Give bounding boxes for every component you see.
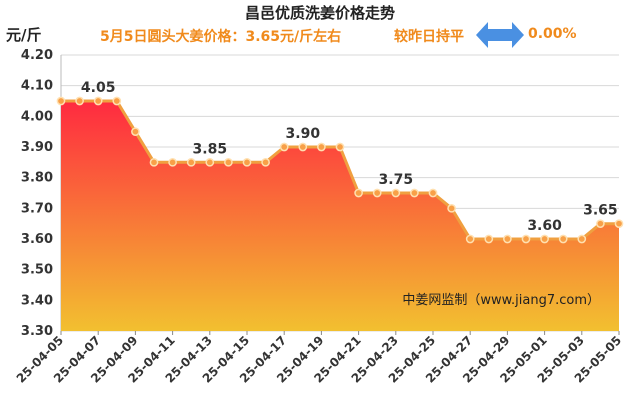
data-labels: 4.05 3.85 3.90 3.75 3.60 3.65 [81, 80, 618, 234]
data-point [205, 157, 215, 167]
y-ticks: 3.30 3.40 3.50 3.60 3.70 3.80 3.90 4.00 4.10 4.20 [21, 48, 53, 339]
y-tick-label: 3.90 [21, 140, 53, 155]
y-tick-label: 4.10 [21, 79, 53, 94]
data-point [242, 157, 252, 167]
y-tick-label: 3.30 [21, 324, 53, 339]
data-points [56, 96, 624, 244]
data-point [410, 188, 419, 198]
data-point [224, 157, 233, 167]
data-label: 3.90 [286, 126, 321, 142]
data-point [112, 96, 122, 106]
data-point [503, 234, 512, 244]
compare-label: 较昨日持平 [394, 29, 464, 45]
y-tick-label: 3.70 [21, 201, 53, 216]
data-label: 3.85 [193, 141, 228, 157]
data-point [558, 234, 568, 244]
data-point [317, 142, 326, 152]
data-point [131, 127, 140, 137]
y-tick-label: 3.60 [21, 232, 53, 247]
data-point [596, 219, 605, 229]
y-tick-label: 3.40 [21, 293, 53, 308]
data-point [149, 157, 159, 167]
price-note: 5月5日圆头大姜价格：3.65元/斤左右 [100, 29, 342, 45]
price-area [61, 101, 619, 331]
y-axis-unit: 元/斤 [6, 26, 42, 44]
data-point [168, 157, 177, 167]
data-label: 4.05 [81, 80, 116, 96]
data-point [298, 142, 308, 152]
data-point [428, 188, 438, 198]
data-point [56, 96, 66, 106]
data-point [540, 234, 549, 244]
data-point [335, 142, 345, 152]
chart-title: 昌邑优质洗姜价格走势 [244, 4, 395, 22]
data-label: 3.60 [527, 218, 562, 234]
data-point [279, 142, 289, 152]
data-point [577, 234, 587, 244]
data-point [75, 96, 84, 106]
data-point [372, 188, 382, 198]
data-label: 3.65 [583, 203, 618, 219]
data-point [484, 234, 494, 244]
x-ticks: 25-04-0525-04-0725-04-0925-04-1125-04-13… [14, 331, 624, 386]
y-tick-label: 3.50 [21, 263, 53, 278]
compare-percent: 0.00% [528, 26, 577, 42]
data-point [447, 203, 456, 213]
watermark: 中姜网监制（www.jiang7.com） [402, 293, 600, 308]
data-point [521, 234, 531, 244]
data-point [391, 188, 401, 198]
data-point [261, 157, 270, 167]
y-tick-label: 4.20 [21, 48, 53, 63]
data-point [354, 188, 363, 198]
data-point [93, 96, 103, 106]
y-tick-label: 4.00 [21, 109, 53, 124]
data-label: 3.75 [379, 172, 414, 188]
data-point [186, 157, 196, 167]
data-point [465, 234, 475, 244]
data-point [614, 219, 624, 229]
flat-arrow-icon [476, 22, 524, 48]
y-tick-label: 3.80 [21, 171, 53, 186]
